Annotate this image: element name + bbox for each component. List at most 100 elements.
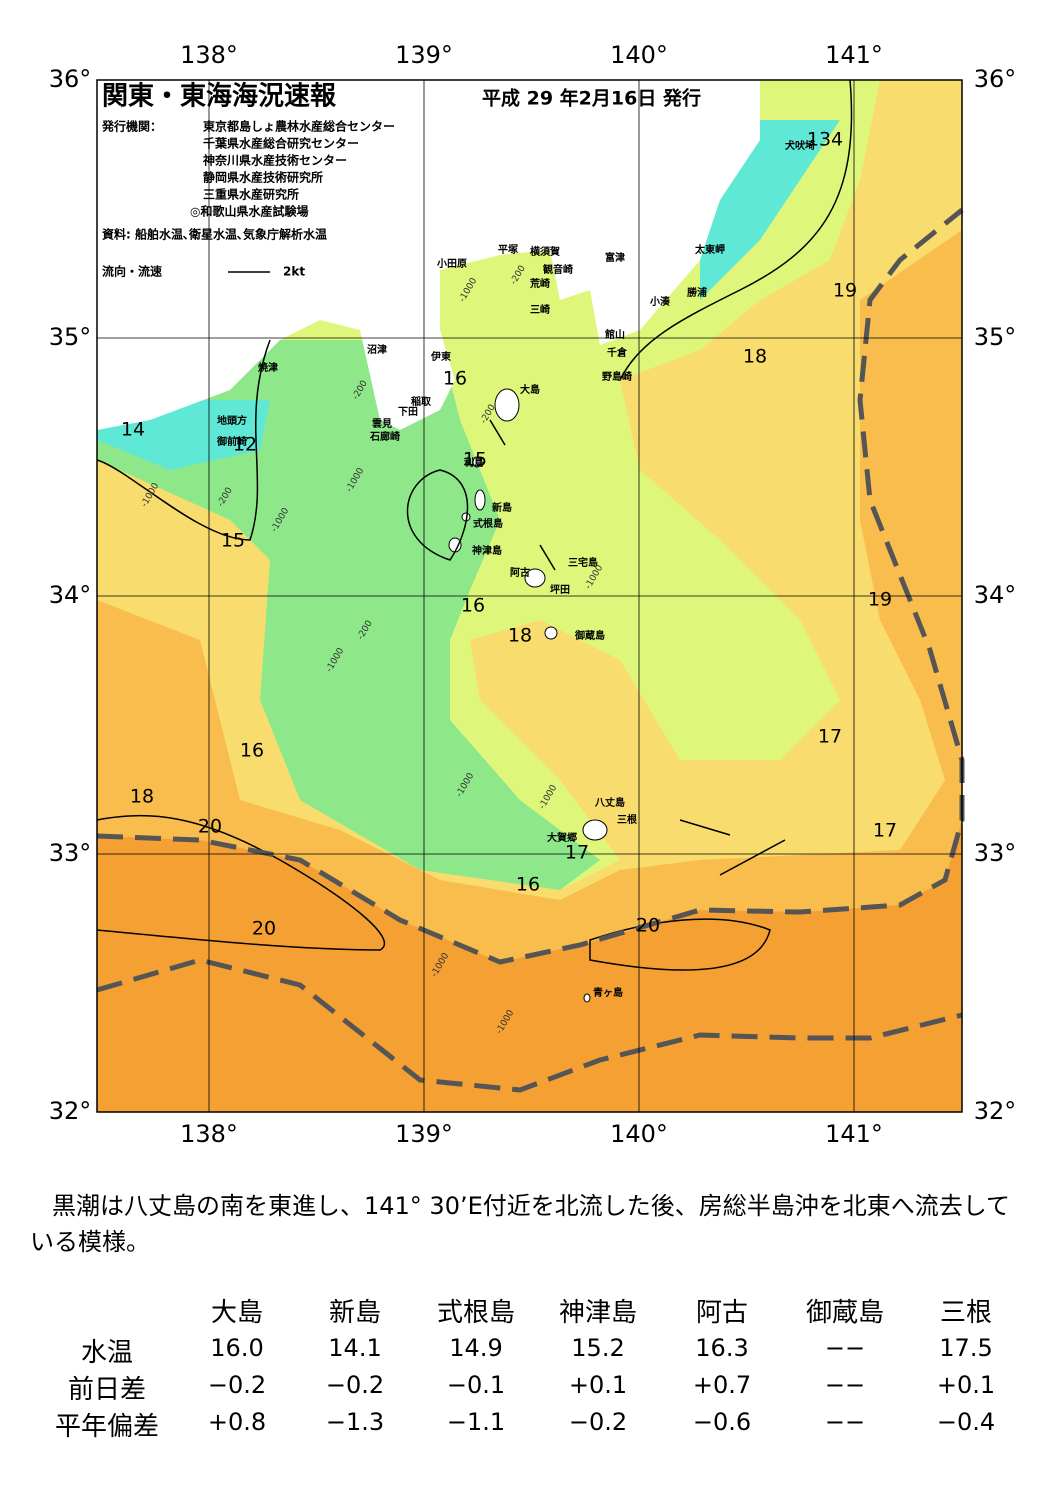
isotherm-label: 17 [873,820,897,842]
place-name: 下田 [398,406,418,418]
lat-tick-label: 33° [49,839,92,867]
lat-tick-label: 35° [49,323,92,351]
issue-date: 平成 29 年2月16日 発行 [482,87,701,110]
place-name: 青ヶ島 [593,986,623,999]
row-header: 水温 [80,1338,133,1368]
place-name: 八丈島 [594,796,625,809]
lat-tick-label: 33° [974,839,1017,867]
place-name: 御前崎 [216,435,247,448]
column-header: 神津島 [558,1298,637,1328]
table-cell: −1.3 [325,1408,385,1436]
row-header: 平年偏差 [54,1412,159,1442]
lat-tick-label: 36° [49,65,92,93]
isotherm-label: 16 [516,874,540,896]
row-header: 前日差 [67,1375,146,1405]
place-name: 観音崎 [543,263,573,276]
column-header: 三根 [939,1298,992,1328]
place-name: 坪田 [550,583,570,596]
place-name: 三根 [617,813,637,826]
isotherm-label: 134 [807,129,843,151]
place-name: 伊東 [430,350,451,363]
isotherm-label: 17 [818,726,842,748]
place-name: 千倉 [607,346,628,359]
column-header: 大島 [210,1298,263,1328]
current-label: 流向・流速 [102,264,162,279]
place-name: 三宅島 [568,556,598,569]
lon-tick-label: 138° [180,1120,238,1148]
islands [448,388,608,1003]
place-name: 横須賀 [530,245,560,258]
place-name: 小田原 [436,257,467,270]
issuer: 三重県水産研究所 [203,187,299,202]
place-name: 石廊崎 [369,430,400,443]
place-name: 富津 [605,251,625,264]
lat-tick-label: 34° [49,581,92,609]
issuer: ◎和歌山県水産試験場 [190,204,308,219]
place-name: 三崎 [530,303,550,316]
table-cell: −0.2 [207,1371,267,1399]
table-cell: +0.8 [207,1408,267,1436]
table-cell: −0.1 [446,1371,506,1399]
lon-tick-label: 140° [610,1120,668,1148]
isotherm-label: 20 [636,915,660,937]
isotherm-label: 15 [463,449,487,471]
table-cell: −0.4 [936,1408,996,1436]
place-name: 館山 [604,328,625,341]
isotherm-label: 18 [508,625,532,647]
isotherm-label: 18 [130,786,154,808]
place-name: 勝浦 [687,286,707,299]
place-name: 雲見 [372,418,392,430]
land [97,80,760,430]
isotherm-label: 16 [240,740,264,762]
map-frame [96,79,963,1113]
isotherm-label: 16 [443,368,467,390]
table-cell: 17.5 [939,1334,993,1362]
lat-tick-label: 36° [974,65,1017,93]
issuer: 東京都島しょ農林水産総合センター [203,119,395,134]
issuer: 神奈川県水産技術センター [203,153,347,168]
lon-tick-label: 140° [610,41,668,69]
lat-tick-label: 32° [974,1097,1017,1125]
lat-tick-label: 34° [974,581,1017,609]
place-name: 神津島 [472,544,502,557]
table-cell: −0.2 [568,1408,628,1436]
place-name: 利島 [464,456,484,469]
water-region [97,340,600,890]
lon-tick-label: 139° [395,41,453,69]
isotherm-label: 19 [833,280,857,302]
place-name: 地頭方 [217,414,247,427]
table-cell: 15.2 [571,1334,625,1362]
isotherm-label: 17 [565,842,589,864]
isotherm-label: 14 [121,419,145,441]
column-header: 式根島 [436,1298,515,1328]
lat-tick-label: 35° [974,323,1017,351]
summary: 黒潮は八丈島の南を東進し、141° 30’E付近を北流した後、房総半島沖を北東へ… [30,1192,1011,1256]
lon-tick-label: 139° [395,1120,453,1148]
coastal-water [97,120,840,470]
table-cell: +0.1 [568,1371,628,1399]
place-name: 焼津 [258,361,278,374]
place-name: 阿古 [510,566,530,579]
table-cell: +0.7 [692,1371,752,1399]
isotherm-label: 16 [461,595,485,617]
place-name: 平塚 [498,243,518,256]
place-name: 御蔵島 [574,629,605,642]
place-name: 小湊 [649,295,671,308]
sea-condition-map: 関東・東海海況速報 平成 29 年2月16日 発行 発行機関： 資料: 船舶水温… [49,41,1017,1148]
table-cell: −− [824,1408,866,1436]
lon-tick-label: 141° [825,41,883,69]
issuer-label: 発行機関： [101,119,162,134]
place-name: 大島 [520,383,540,396]
table-cell: −0.6 [692,1408,752,1436]
issuer: 千葉県水産総合研究センター [203,136,359,151]
table-cell: 14.9 [449,1334,503,1362]
isotherm-label: 19 [868,589,892,611]
place-name: 犬吠埼 [785,139,815,152]
lon-tick-label: 141° [825,1120,883,1148]
place-name: 大賀郷 [547,831,577,844]
place-name: 野島崎 [602,370,632,383]
title: 関東・東海海況速報 [102,82,337,112]
table-cell: −1.1 [446,1408,506,1436]
kuroshio-axis [96,208,965,1093]
